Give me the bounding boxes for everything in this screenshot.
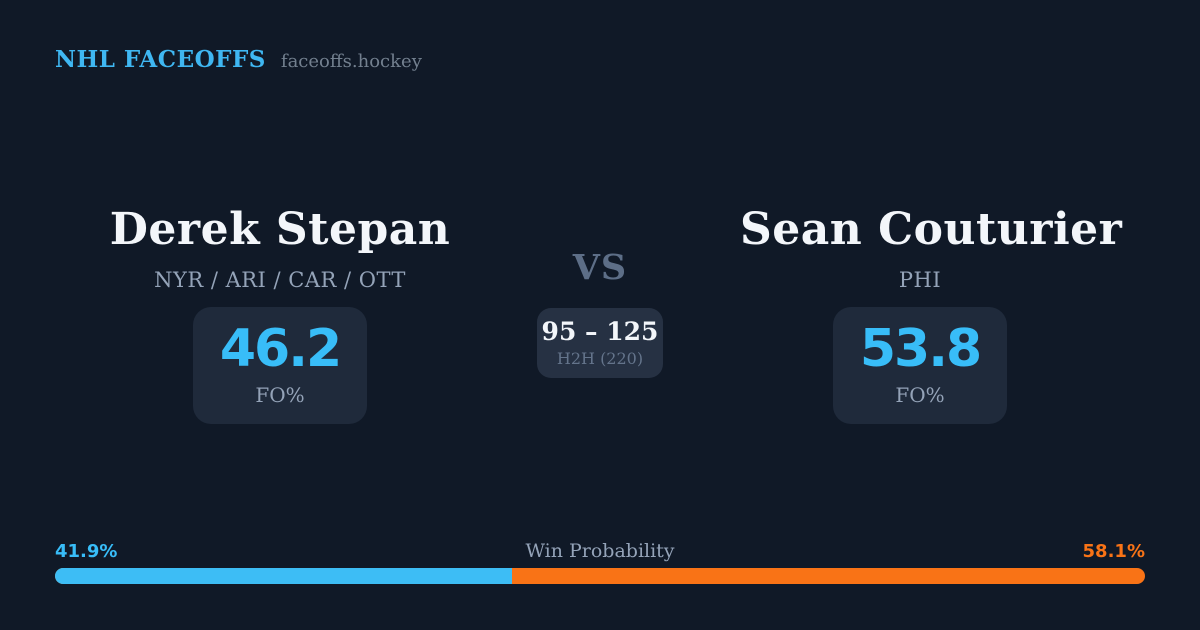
player-right-section: Sean Couturier PHI 53.8 FO% xyxy=(740,204,1123,424)
player-right-name: Sean Couturier xyxy=(740,204,1123,255)
player-left-section: Derek Stepan NYR / ARI / CAR / OTT 46.2 … xyxy=(100,204,460,424)
player-left-stat-label: FO% xyxy=(255,383,305,408)
brand-logo-text: NHL FACEOFFS xyxy=(55,46,266,73)
header: NHL FACEOFFS faceoffs.hockey xyxy=(55,46,422,73)
h2h-card: 95 – 125 H2H (220) xyxy=(537,308,663,378)
site-domain: faceoffs.hockey xyxy=(280,51,422,72)
win-probability-title: Win Probability xyxy=(525,540,675,562)
h2h-score: 95 – 125 xyxy=(541,316,659,346)
vs-label: VS xyxy=(572,247,628,288)
h2h-label: H2H (220) xyxy=(556,348,644,368)
win-probability-bar-left-segment xyxy=(55,568,512,584)
player-left-teams: NYR / ARI / CAR / OTT xyxy=(154,267,406,292)
player-right-stat-label: FO% xyxy=(895,383,945,408)
win-probability-right-pct: 58.1% xyxy=(1082,541,1145,562)
win-probability-bar xyxy=(55,568,1145,584)
win-probability-labels: 41.9% Win Probability 58.1% xyxy=(55,540,1145,562)
matchup-center-section: VS 95 – 125 H2H (220) xyxy=(450,205,750,378)
player-right-fo-pct: 53.8 xyxy=(859,319,982,380)
win-probability-left-pct: 41.9% xyxy=(55,541,118,562)
player-right-stat-card: 53.8 FO% xyxy=(833,306,1007,424)
player-left-fo-pct: 46.2 xyxy=(219,319,342,380)
player-right-teams: PHI xyxy=(898,267,942,292)
player-left-stat-card: 46.2 FO% xyxy=(193,306,367,424)
player-left-name: Derek Stepan xyxy=(109,204,451,255)
